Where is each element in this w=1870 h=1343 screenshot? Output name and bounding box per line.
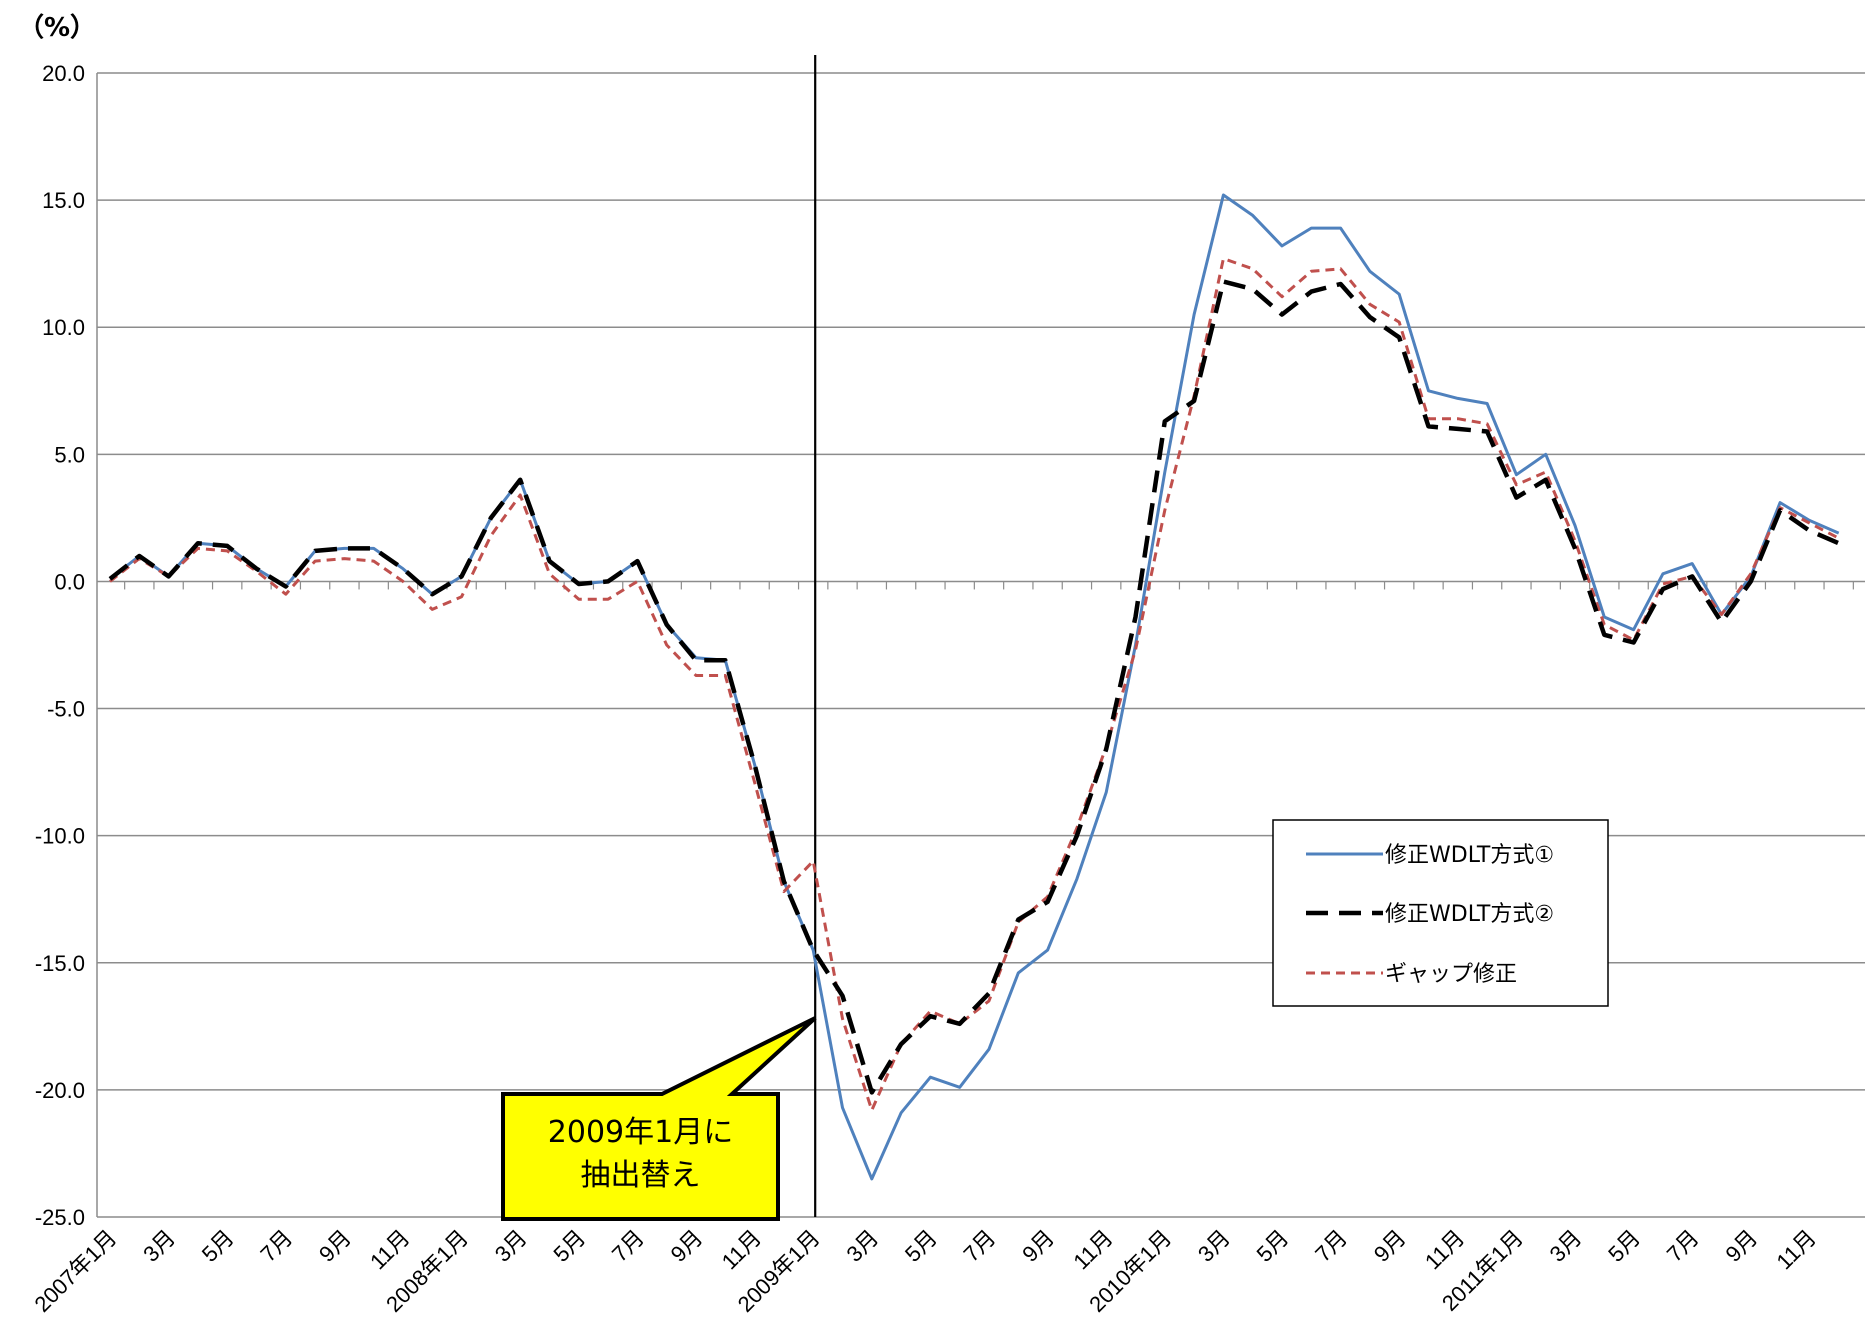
x-tick-label: 3月 <box>138 1225 180 1267</box>
x-tick-label: 5月 <box>900 1225 942 1267</box>
y-tick-label: 5.0 <box>54 442 85 467</box>
x-tick-label: 7月 <box>1310 1225 1352 1267</box>
y-axis-unit-label: （%） <box>18 13 96 43</box>
legend-label: 修正WDLT方式① <box>1385 843 1554 868</box>
x-tick-label: 9月 <box>1720 1225 1762 1267</box>
x-tick-label: 3月 <box>841 1225 883 1267</box>
x-tick-label: 3月 <box>490 1225 532 1267</box>
legend-box <box>1272 819 1609 1007</box>
y-tick-label: -10.0 <box>35 824 85 849</box>
x-tick-label: 5月 <box>1252 1225 1294 1267</box>
y-tick-label: 10.0 <box>42 315 85 340</box>
y-tick-label: -20.0 <box>35 1078 85 1103</box>
callout-box <box>501 1016 817 1221</box>
x-tick-label: 7月 <box>959 1225 1001 1267</box>
y-tick-label: 0.0 <box>54 569 85 594</box>
legend: 修正WDLT方式① 修正WDLT方式② ギャップ修正 <box>1272 819 1609 1007</box>
x-tick-label: 2007年1月 <box>29 1225 121 1317</box>
x-tick-label: 9月 <box>1369 1225 1411 1267</box>
x-tick-label: 7月 <box>607 1225 649 1267</box>
x-tick-label: 5月 <box>548 1225 590 1267</box>
series-line <box>108 279 1840 1095</box>
x-tick-label: 9月 <box>1017 1225 1059 1267</box>
x-tick-label: 3月 <box>1193 1225 1235 1267</box>
x-tick-label: 7月 <box>1662 1225 1704 1267</box>
x-tick-label: 9月 <box>666 1225 708 1267</box>
callout-text: 抽出替え <box>581 1158 701 1193</box>
legend-label: 修正WDLT方式② <box>1385 902 1554 927</box>
x-tick-label: 3月 <box>1545 1225 1587 1267</box>
axes <box>96 73 1865 1217</box>
x-tick-label: 11月 <box>365 1225 414 1274</box>
y-tick-label: -5.0 <box>47 697 85 722</box>
x-tick-label: 9月 <box>314 1225 356 1267</box>
y-axis-tick-labels: 20.0 15.0 10.0 5.0 0.0 -5.0 -10.0 -15.0 -20.0 -25… <box>35 61 85 1230</box>
series-line <box>109 193 1840 1181</box>
x-tick-label: 5月 <box>1603 1225 1645 1267</box>
x-tick-label: 5月 <box>197 1225 239 1267</box>
x-tick-label: 11月 <box>1068 1225 1117 1274</box>
callout-text: 2009年1月に <box>548 1115 733 1150</box>
series-lines <box>108 193 1840 1181</box>
legend-label: ギャップ修正 <box>1385 962 1517 987</box>
series-line <box>109 257 1840 1112</box>
x-tick-label: 11月 <box>1772 1225 1821 1274</box>
gridlines <box>97 72 1865 1218</box>
y-tick-label: -25.0 <box>35 1205 85 1230</box>
x-tick-label: 11月 <box>717 1225 766 1274</box>
x-tick-label: 7月 <box>255 1225 297 1267</box>
x-tick-label: 11月 <box>1420 1225 1469 1274</box>
y-tick-label: 20.0 <box>42 61 85 86</box>
y-tick-label: 15.0 <box>42 188 85 213</box>
y-tick-label: -15.0 <box>35 951 85 976</box>
